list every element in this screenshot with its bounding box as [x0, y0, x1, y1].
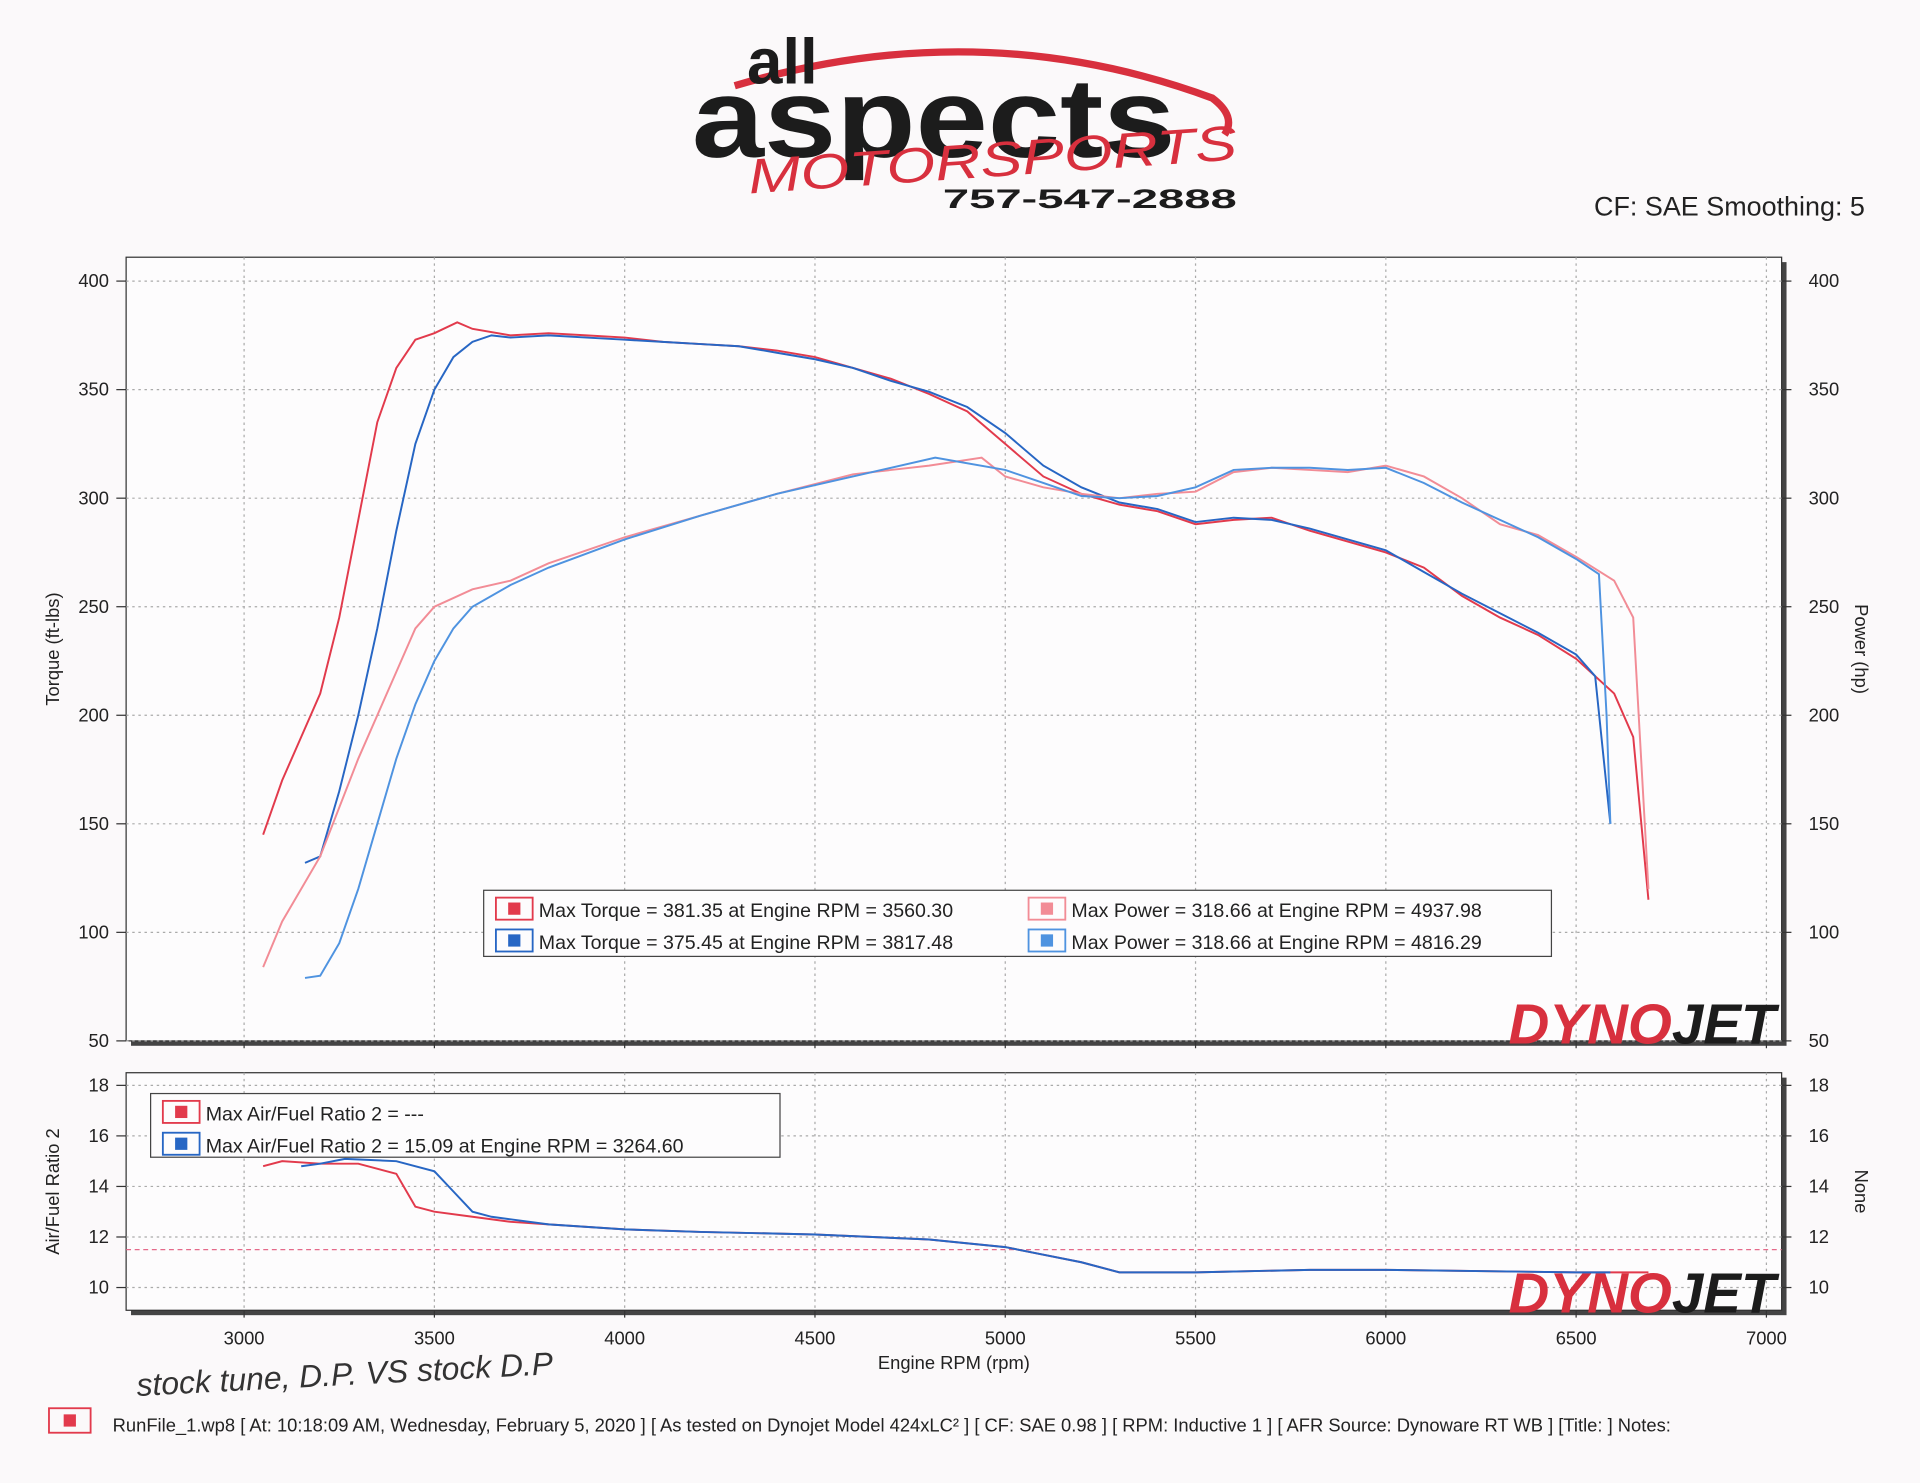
y-tick-label: 12	[89, 1226, 109, 1247]
watermark-jet: JET	[1672, 992, 1780, 1055]
legend-label: Max Power = 318.66 at Engine RPM = 4937.…	[1071, 900, 1481, 922]
legend-box	[483, 889, 1553, 958]
x-tick-label: 3000	[224, 1328, 265, 1349]
series-line	[301, 1157, 1611, 1274]
legend-swatch-frame	[495, 928, 534, 953]
legend-swatch-frame	[161, 1131, 201, 1156]
watermark-dyno: DYNO	[1509, 992, 1672, 1055]
legend-label: Max Torque = 375.45 at Engine RPM = 3817…	[539, 932, 953, 954]
series-line	[304, 456, 1612, 979]
y-axis-title: Torque (ft-lbs)	[42, 592, 63, 705]
y2-tick-label: 400	[1809, 270, 1840, 291]
legend-label: Max Air/Fuel Ratio 2 = 15.09 at Engine R…	[206, 1135, 684, 1157]
legend-swatch-frame	[161, 1099, 201, 1124]
legend-label: Max Air/Fuel Ratio 2 = ---	[206, 1103, 424, 1125]
x-tick-label: 6500	[1556, 1328, 1597, 1349]
y-tick-label: 50	[89, 1030, 109, 1051]
y-tick-label: 150	[78, 813, 109, 834]
y2-tick-label: 200	[1809, 704, 1840, 725]
legend-swatch-frame	[495, 896, 534, 921]
settings: CF: SAE Smoothing: 5	[1594, 192, 1865, 222]
x-tick-label: 6000	[1365, 1328, 1406, 1349]
handwritten-note: stock tune, D.P. VS stock D.P	[136, 1345, 555, 1403]
y2-tick-label: 100	[1809, 921, 1840, 942]
y-tick-label: 16	[89, 1125, 109, 1146]
legend-box	[150, 1092, 781, 1158]
legend-swatch	[508, 934, 521, 947]
x-tick-label: 4000	[604, 1328, 645, 1349]
x-tick-label: 5500	[1175, 1328, 1216, 1349]
legend-swatch-frame	[1027, 928, 1067, 953]
y2-axis-title: None	[1851, 1170, 1872, 1214]
y-tick-label: 14	[89, 1176, 109, 1197]
logo-swoosh	[733, 48, 1233, 137]
x-tick-label: 4500	[795, 1328, 836, 1349]
logo-top: all	[747, 26, 818, 97]
legend-swatch	[508, 902, 521, 915]
x-axis-title: Engine RPM (rpm)	[878, 1352, 1030, 1373]
y-axis-title: Air/Fuel Ratio 2	[42, 1128, 63, 1255]
legend-swatch-frame	[1027, 896, 1067, 921]
y-tick-label: 400	[78, 270, 109, 291]
legend-swatch	[175, 1137, 188, 1150]
x-tick-label: 7000	[1746, 1328, 1787, 1349]
y-tick-label: 300	[78, 487, 109, 508]
y2-tick-label: 16	[1809, 1125, 1829, 1146]
y-tick-label: 200	[78, 704, 109, 725]
watermark-jet: JET	[1672, 1262, 1780, 1325]
legend-label: Max Power = 318.66 at Engine RPM = 4816.…	[1071, 932, 1481, 954]
y2-tick-label: 14	[1809, 1176, 1829, 1197]
y2-tick-label: 18	[1809, 1074, 1829, 1095]
y2-tick-label: 350	[1809, 379, 1840, 400]
legend-swatch	[175, 1105, 188, 1119]
legend-swatch	[1040, 934, 1054, 947]
footer: RunFile_1.wp8 [ At: 10:18:09 AM, Wednesd…	[113, 1415, 1671, 1437]
y-tick-label: 18	[89, 1074, 109, 1095]
x-tick-label: 5000	[985, 1328, 1026, 1349]
legend-swatch	[1040, 902, 1054, 915]
y2-tick-label: 10	[1809, 1277, 1829, 1298]
footer-icon	[48, 1407, 92, 1434]
y2-tick-label: 50	[1809, 1030, 1829, 1051]
y2-tick-label: 12	[1809, 1226, 1829, 1247]
series-line	[262, 456, 1650, 968]
y2-tick-label: 150	[1809, 813, 1840, 834]
series-line	[262, 321, 1650, 900]
footer-icon-fill	[63, 1414, 76, 1427]
logo-phone: 757-547-2888	[943, 184, 1237, 214]
y-tick-label: 100	[78, 921, 109, 942]
legend-label: Max Torque = 381.35 at Engine RPM = 3560…	[539, 900, 953, 922]
y-tick-label: 250	[78, 596, 109, 617]
logo-main: aspects	[692, 55, 1176, 181]
y2-tick-label: 300	[1809, 487, 1840, 508]
y2-tick-label: 250	[1809, 596, 1840, 617]
series-line	[304, 334, 1612, 864]
y2-axis-title: Power (hp)	[1851, 604, 1872, 694]
y-tick-label: 10	[89, 1277, 109, 1298]
x-tick-label: 3500	[414, 1328, 455, 1349]
watermark: DYNOJET	[1509, 992, 1781, 1055]
y-tick-label: 350	[78, 379, 109, 400]
